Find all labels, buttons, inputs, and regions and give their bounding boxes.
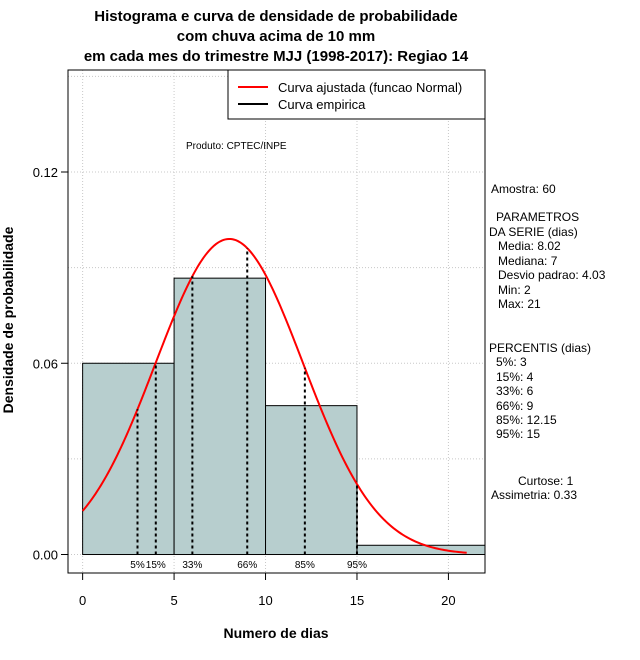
percentile-label-4: 85%	[295, 560, 315, 571]
legend-label-normal: Curva ajustada (funcao Normal)	[278, 80, 462, 95]
percentile-label-3: 66%	[237, 560, 257, 571]
stat-params-header-1: PARAMETROS	[496, 210, 579, 224]
stat-p66: 66%: 9	[496, 399, 534, 413]
stat-p15: 15%: 4	[496, 370, 534, 384]
percentile-label-1: 15%	[146, 560, 166, 571]
legend: Curva ajustada (funcao Normal) Curva emp…	[227, 69, 486, 120]
title-line-3: em cada mes do trimestre MJJ (1998-2017)…	[84, 48, 469, 65]
x-tick-label-2: 10	[258, 593, 272, 608]
x-tick-label-0: 0	[79, 593, 86, 608]
histogram-bar-1	[173, 277, 267, 556]
percentile-label-5: 95%	[347, 560, 367, 571]
x-tick-label-3: 15	[350, 593, 364, 608]
title-line-2: com chuva acima de 10 mm	[177, 28, 375, 45]
stat-curtose: Curtose: 1	[518, 474, 574, 488]
stats-panel: Amostra: 60 PARAMETROS DA SERIE (dias) M…	[489, 182, 606, 502]
stat-percentiles-header: PERCENTIS (dias)	[489, 341, 591, 355]
stat-desvio: Desvio padrao: 4.03	[498, 268, 606, 282]
y-axis-label: Densidade de probabilidade	[0, 226, 16, 413]
y-tick-label-1: 0.06	[33, 356, 58, 371]
percentile-lines: 5% 15% 33% 66% 85% 95%	[130, 248, 367, 571]
legend-label-empirica: Curva empirica	[278, 97, 366, 112]
stat-min: Min: 2	[498, 283, 531, 297]
stat-p5: 5%: 3	[496, 355, 527, 369]
stat-params-header-2: DA SERIE (dias)	[489, 225, 578, 239]
histogram-bars	[82, 277, 486, 556]
y-tick-label-2: 0.12	[33, 165, 58, 180]
x-tick-label-4: 20	[441, 593, 455, 608]
axes-layer: 0 5 10 15 20 0.00 0.06 0.12	[33, 165, 456, 608]
percentile-label-0: 5%	[130, 560, 145, 571]
histogram-bar-2	[265, 405, 358, 556]
stat-p33: 33%: 6	[496, 384, 534, 398]
x-tick-label-1: 5	[170, 593, 177, 608]
stat-p95: 95%: 15	[496, 427, 540, 441]
x-axis-label: Numero de dias	[223, 625, 328, 641]
stat-media: Media: 8.02	[498, 239, 561, 253]
y-tick-label-0: 0.00	[33, 548, 58, 563]
normal-fit-curve	[81, 237, 467, 554]
legend-box	[227, 69, 486, 120]
stat-sample: Amostra: 60	[491, 182, 556, 196]
density-curve-layer	[81, 237, 467, 554]
stat-assimetria: Assimetria: 0.33	[491, 488, 577, 502]
percentile-label-2: 33%	[182, 560, 202, 571]
stat-mediana: Mediana: 7	[498, 254, 558, 268]
stat-max: Max: 21	[498, 297, 541, 311]
title-line-1: Histograma e curva de densidade de proba…	[94, 8, 457, 25]
histogram-bar-0	[82, 362, 175, 556]
stat-p85: 85%: 12.15	[496, 413, 557, 427]
credit-text: Produto: CPTEC/INPE	[186, 141, 287, 152]
